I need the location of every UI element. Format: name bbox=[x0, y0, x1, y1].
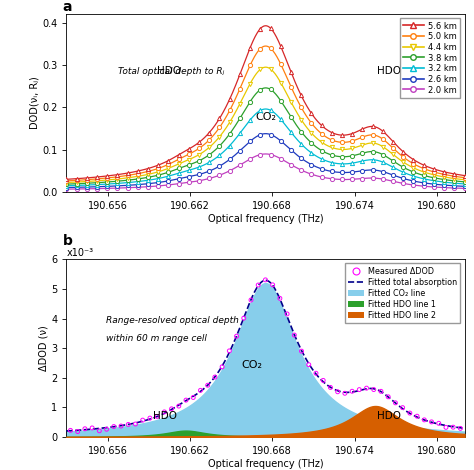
Point bbox=[392, 399, 399, 407]
Point bbox=[233, 332, 240, 340]
Point bbox=[435, 420, 443, 427]
Fitted total absorption bbox=[263, 277, 269, 283]
Point bbox=[139, 416, 146, 424]
Point bbox=[262, 276, 269, 283]
Fitted total absorption bbox=[134, 420, 140, 425]
Point bbox=[74, 428, 82, 435]
Text: HDO: HDO bbox=[153, 411, 177, 421]
Point bbox=[219, 363, 226, 371]
Legend: Measured ΔDOD, Fitted total absorption, Fitted CO₂ line, Fitted HDO line 1, Fitt: Measured ΔDOD, Fitted total absorption, … bbox=[345, 263, 461, 323]
Point bbox=[103, 425, 110, 433]
Point bbox=[319, 376, 327, 384]
Point bbox=[399, 404, 406, 411]
Point bbox=[377, 388, 385, 395]
Line: Fitted total absorption: Fitted total absorption bbox=[66, 280, 465, 431]
Point bbox=[341, 390, 349, 397]
Fitted total absorption bbox=[330, 386, 336, 392]
Text: b: b bbox=[63, 234, 72, 248]
Point bbox=[384, 393, 392, 400]
Point bbox=[413, 413, 421, 420]
Point bbox=[356, 386, 363, 393]
Point bbox=[370, 386, 378, 393]
Point bbox=[291, 331, 298, 339]
Fitted total absorption bbox=[244, 308, 249, 313]
Point bbox=[67, 427, 74, 434]
Point bbox=[276, 295, 283, 302]
Point bbox=[153, 413, 161, 420]
Fitted total absorption bbox=[462, 425, 467, 431]
Point bbox=[211, 373, 219, 381]
Fitted total absorption bbox=[364, 386, 370, 392]
Point bbox=[117, 422, 125, 430]
Text: Range-resolved optical depth: Range-resolved optical depth bbox=[106, 316, 239, 325]
Text: a: a bbox=[63, 0, 72, 14]
Point bbox=[197, 387, 204, 394]
Point bbox=[363, 384, 370, 392]
Point bbox=[456, 424, 464, 432]
Legend: 5.6 km, 5.0 km, 4.4 km, 3.8 km, 3.2 km, 2.6 km, 2.0 km: 5.6 km, 5.0 km, 4.4 km, 3.8 km, 3.2 km, … bbox=[400, 18, 460, 98]
Point bbox=[146, 415, 154, 422]
Text: within 60 m range cell: within 60 m range cell bbox=[106, 334, 207, 343]
Point bbox=[175, 402, 182, 410]
Text: HDO: HDO bbox=[377, 411, 401, 421]
Text: x10⁻³: x10⁻³ bbox=[66, 248, 93, 258]
Point bbox=[247, 296, 255, 304]
X-axis label: Optical frequency (THz): Optical frequency (THz) bbox=[208, 214, 323, 224]
Text: HDO: HDO bbox=[377, 66, 401, 76]
Point bbox=[334, 388, 341, 396]
Point bbox=[182, 396, 190, 404]
Point bbox=[406, 409, 414, 417]
Point bbox=[161, 408, 168, 415]
Fitted total absorption bbox=[64, 428, 69, 434]
Point bbox=[327, 384, 334, 391]
Point bbox=[132, 420, 139, 428]
Text: Total optical depth to Rⱼ: Total optical depth to Rⱼ bbox=[118, 67, 224, 77]
Point bbox=[240, 314, 247, 322]
Point bbox=[269, 281, 276, 289]
Point bbox=[204, 382, 211, 389]
Point bbox=[305, 361, 312, 368]
Text: CO₂: CO₂ bbox=[255, 112, 276, 122]
X-axis label: Optical frequency (THz): Optical frequency (THz) bbox=[208, 459, 323, 469]
Point bbox=[81, 425, 89, 432]
Point bbox=[96, 427, 103, 435]
Fitted total absorption bbox=[299, 348, 304, 353]
Text: HDO: HDO bbox=[157, 66, 182, 76]
Y-axis label: ΔDOD (ν): ΔDOD (ν) bbox=[38, 325, 48, 371]
Text: CO₂: CO₂ bbox=[241, 360, 262, 370]
Point bbox=[255, 281, 262, 289]
Fitted total absorption bbox=[166, 408, 172, 414]
Point bbox=[428, 418, 435, 426]
Point bbox=[442, 423, 450, 431]
Point bbox=[110, 423, 118, 431]
Point bbox=[168, 405, 175, 413]
Point bbox=[420, 416, 428, 423]
Point bbox=[348, 387, 356, 395]
Point bbox=[190, 394, 197, 401]
Point bbox=[226, 347, 233, 355]
Point bbox=[125, 421, 132, 428]
Point bbox=[298, 347, 305, 355]
Point bbox=[283, 310, 291, 318]
Y-axis label: DOD(νᵢ, Rⱼ): DOD(νᵢ, Rⱼ) bbox=[29, 77, 39, 129]
Point bbox=[449, 423, 457, 431]
Point bbox=[312, 369, 320, 377]
Point bbox=[88, 424, 96, 432]
